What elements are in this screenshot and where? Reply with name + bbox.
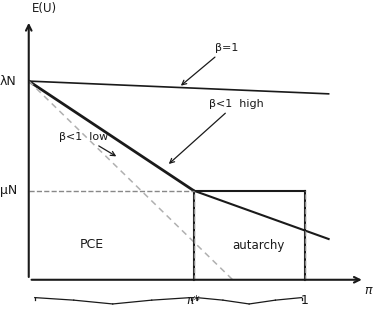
Text: λN: λN bbox=[0, 75, 17, 88]
Text: π: π bbox=[364, 284, 371, 297]
Text: 1: 1 bbox=[301, 294, 309, 307]
Text: β=1: β=1 bbox=[182, 43, 238, 85]
Text: β<1  low: β<1 low bbox=[59, 132, 115, 156]
Text: E(U): E(U) bbox=[32, 2, 57, 15]
Text: μN: μN bbox=[0, 184, 17, 197]
Text: β<1  high: β<1 high bbox=[170, 98, 263, 163]
Text: PCE: PCE bbox=[80, 238, 104, 250]
Text: π*: π* bbox=[187, 294, 201, 307]
Text: autarchy: autarchy bbox=[232, 239, 284, 252]
